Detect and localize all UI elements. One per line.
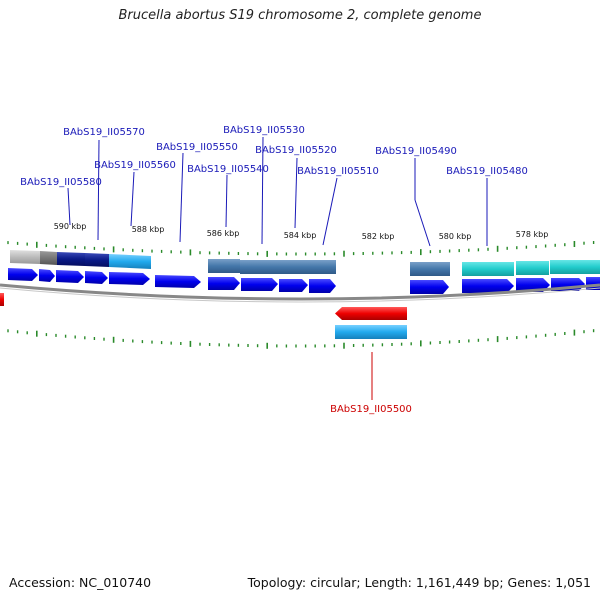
- cog-box: [109, 254, 151, 269]
- genome-info-text: Topology: circular; Length: 1,161,449 bp…: [247, 575, 591, 590]
- accession-text: Accession: NC_010740: [9, 575, 152, 590]
- gene-arrow: [8, 268, 38, 281]
- kbp-label: 584 kbp: [284, 231, 317, 240]
- gene-label: BAbS19_II05490: [375, 146, 457, 157]
- cog-box: [280, 260, 309, 274]
- gene-arrow: [155, 275, 201, 288]
- cog-box: [335, 325, 407, 339]
- cog-box: [309, 260, 336, 274]
- gene-track-forward: [8, 268, 600, 294]
- tick-marks-bottom: [7, 329, 595, 349]
- chromosome-backbone-shade: [0, 287, 600, 303]
- cog-box: [208, 259, 240, 273]
- gene-label: BAbS19_II05560: [94, 160, 176, 171]
- kbp-label: 590 kbp: [54, 222, 87, 231]
- gene-label-reverse: BAbS19_II05500: [330, 404, 412, 415]
- label-leaders: [67, 136, 488, 247]
- gene-arrow: [410, 280, 449, 294]
- cog-track-forward: [10, 250, 600, 276]
- kbp-label: 582 kbp: [362, 232, 395, 241]
- cog-box: [240, 260, 280, 274]
- chromosome-backbone: [0, 283, 600, 301]
- gene-arrow: [335, 307, 407, 320]
- gene-track-reverse: [0, 293, 407, 320]
- kbp-label: 580 kbp: [439, 232, 472, 241]
- gene-label: BAbS19_II05570: [63, 127, 145, 138]
- kbp-label: 586 kbp: [207, 229, 240, 238]
- gene-label: BAbS19_II05540: [187, 164, 269, 175]
- gene-arrow-partial: [0, 293, 4, 306]
- gene-label: BAbS19_II05480: [446, 166, 528, 177]
- cog-box: [462, 262, 514, 276]
- gene-label: BAbS19_II05550: [156, 142, 238, 153]
- gene-label: BAbS19_II05580: [20, 177, 102, 188]
- gene-arrow: [56, 270, 84, 283]
- cog-track-reverse: [335, 325, 407, 339]
- map-title: Brucella abortus S19 chromosome 2, compl…: [118, 8, 482, 23]
- gene-arrow: [208, 277, 240, 290]
- gene-arrow: [39, 269, 55, 282]
- cog-box: [85, 253, 109, 267]
- gene-label: BAbS19_II05530: [223, 125, 305, 136]
- kbp-labels: 590 kbp 588 kbp 586 kbp 584 kbp 582 kbp …: [54, 222, 549, 241]
- gene-arrow: [109, 272, 150, 285]
- cog-box: [516, 261, 549, 275]
- gene-label: BAbS19_II05520: [255, 145, 337, 156]
- gene-arrow: [85, 271, 108, 284]
- gene-arrow: [241, 278, 278, 291]
- cog-box: [40, 251, 57, 265]
- gene-arrow: [309, 279, 336, 293]
- cog-box: [57, 252, 85, 266]
- kbp-label: 578 kbp: [516, 230, 549, 239]
- gene-labels: BAbS19_II05580 BAbS19_II05570 BAbS19_II0…: [20, 125, 528, 188]
- cog-box: [10, 250, 40, 264]
- gene-label: BAbS19_II05510: [297, 166, 379, 177]
- cog-box: [410, 262, 450, 276]
- cog-box: [550, 260, 600, 274]
- kbp-label: 588 kbp: [132, 225, 165, 234]
- gene-arrow: [462, 279, 514, 293]
- gene-arrow: [279, 279, 308, 292]
- tick-marks-top: [7, 241, 595, 257]
